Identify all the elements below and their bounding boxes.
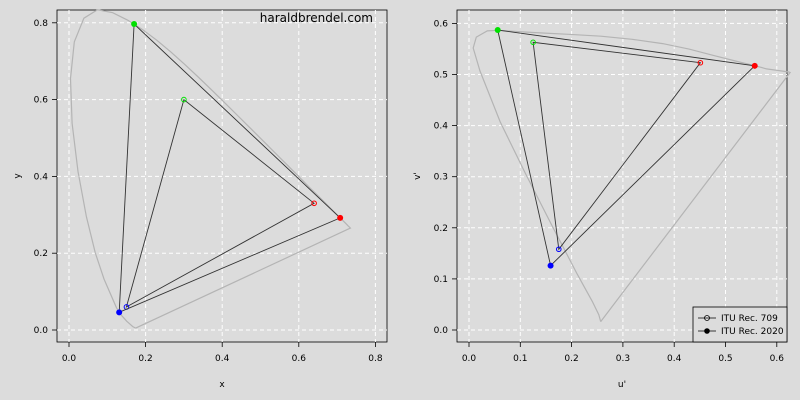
xy-x-tick-label: 0.2 (138, 354, 152, 364)
uv-y-tick-label: 0.5 (434, 71, 448, 81)
uv-gamut-triangles (494, 27, 758, 269)
xy-gamut-2020 (118, 23, 342, 313)
xy-primary-blue-2020 (116, 309, 123, 316)
xy-grid (57, 10, 387, 342)
uv-y-tick-label: 0.0 (434, 326, 449, 336)
uv-primary-blue-709 (555, 246, 562, 253)
uv-gamut-709 (532, 41, 702, 251)
legend: ITU Rec. 709 ITU Rec. 2020 (692, 306, 788, 343)
uv-x-axis-label: u' (618, 380, 626, 390)
uv-x-tick-label: 0.2 (564, 354, 578, 364)
xy-y-tick-label: 0.8 (34, 19, 49, 29)
xy-y-axis-label: y (13, 173, 23, 179)
uv-x-tick-label: 0.5 (718, 354, 732, 364)
uv-gamut-2020 (497, 29, 756, 267)
xy-primary-red-709 (311, 200, 317, 207)
xy-x-tick-label: 0.0 (62, 354, 77, 364)
uv-y-tick-label: 0.2 (434, 224, 448, 234)
uv-x-tick-label: 0.1 (513, 354, 527, 364)
uv-chart: 0.0 0.0 0.1 0.1 0.2 0.2 0.3 0.3 0.4 0.4 0.5 0.5 0.6 0… (413, 9, 792, 390)
uv-grid (457, 10, 787, 342)
xy-y-tick-label: 0.6 (34, 96, 49, 106)
xy-watermark: haraldbrendel.com (260, 11, 373, 25)
uv-x-tick-label: 0.3 (616, 354, 630, 364)
legend-label-2020: ITU Rec. 2020 (721, 327, 784, 337)
uv-y-tick-label: 0.3 (434, 173, 448, 183)
uv-primary-red-2020 (751, 62, 758, 69)
xy-chart: 0.0 0.0 0.2 0.2 0.4 0.4 0.6 0.6 0.8 0.8 haraldbre… (13, 9, 388, 390)
legend-marker-709 (704, 315, 710, 321)
xy-ticks: 0.0 0.0 0.2 0.2 0.4 0.4 0.6 0.6 0.8 0.8 (34, 19, 383, 364)
uv-primary-green-2020 (494, 27, 501, 34)
xy-x-tick-label: 0.8 (368, 354, 383, 364)
xy-gamut-709 (125, 98, 315, 308)
uv-y-axis-label: v' (413, 172, 423, 180)
xy-y-tick-label: 0.0 (34, 326, 49, 336)
xy-y-tick-label: 0.2 (34, 249, 48, 259)
uv-y-tick-label: 0.6 (434, 19, 449, 29)
xy-primary-green-2020 (131, 20, 138, 27)
xy-x-tick-label: 0.4 (215, 354, 230, 364)
uv-primary-red-709 (697, 59, 704, 66)
xy-x-axis-label: x (219, 380, 225, 390)
uv-y-tick-label: 0.4 (434, 122, 449, 132)
xy-x-tick-label: 0.6 (292, 354, 307, 364)
uv-x-tick-label: 0.0 (462, 354, 477, 364)
uv-y-tick-label: 0.1 (434, 275, 448, 285)
uv-x-tick-label: 0.6 (770, 354, 785, 364)
xy-primary-green-709 (181, 96, 187, 103)
uv-x-tick-label: 0.4 (667, 354, 682, 364)
xy-primary-red-2020 (337, 214, 344, 221)
uv-plot-frame (456, 9, 788, 343)
uv-spectral-locus (472, 29, 792, 322)
uv-ticks: 0.0 0.0 0.1 0.1 0.2 0.2 0.3 0.3 0.4 0.4 0.5 0.5 0.6 0… (434, 19, 785, 364)
legend-box (692, 306, 788, 343)
legend-label-709: ITU Rec. 709 (721, 314, 778, 324)
uv-primary-green-709 (530, 39, 536, 46)
xy-gamut-triangles (116, 20, 344, 316)
xy-y-tick-label: 0.4 (34, 172, 49, 182)
uv-primary-blue-2020 (547, 262, 554, 269)
legend-marker-2020 (704, 328, 710, 334)
